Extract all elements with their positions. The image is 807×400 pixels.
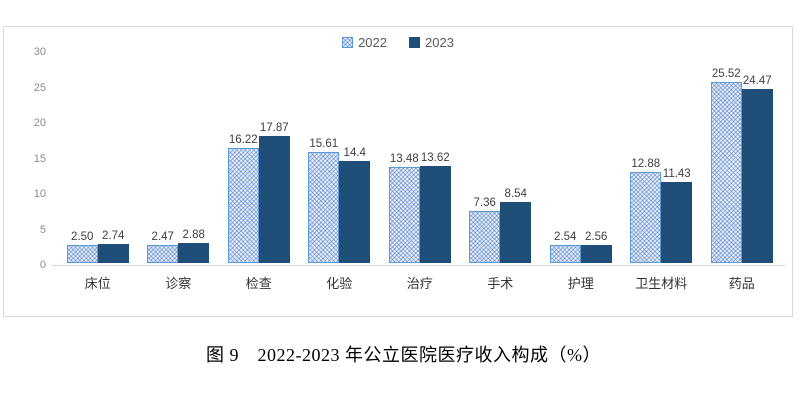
y-axis-tick-label: 20 bbox=[33, 117, 46, 129]
bar-2023-卫生材料 bbox=[661, 181, 693, 263]
y-axis-tick-label: 5 bbox=[39, 223, 46, 236]
x-axis-line bbox=[52, 265, 785, 266]
bar-value-label-2023-床位: 2.74 bbox=[102, 229, 125, 242]
chart-legend: 2022 2023 bbox=[4, 35, 792, 50]
y-axis-tick-label: 25 bbox=[33, 81, 46, 94]
bar-value-label-2023-卫生材料: 11.43 bbox=[662, 167, 691, 180]
x-axis-category-label: 诊察 bbox=[165, 276, 192, 291]
bar-2022-治疗 bbox=[388, 167, 420, 263]
bar-2023-诊察 bbox=[178, 242, 210, 263]
legend-swatch-2023 bbox=[409, 37, 420, 48]
y-axis-tick-label: 0 bbox=[39, 259, 46, 271]
bar-2022-手术 bbox=[469, 210, 501, 263]
bar-2023-检查 bbox=[258, 136, 290, 263]
bar-2023-治疗 bbox=[419, 166, 451, 263]
bar-2023-手术 bbox=[500, 202, 532, 263]
x-axis-category-label: 化验 bbox=[326, 276, 353, 291]
bar-2023-化验 bbox=[339, 160, 371, 263]
legend-swatch-2022 bbox=[342, 37, 354, 48]
x-axis-category-label: 手术 bbox=[487, 276, 514, 291]
y-axis-tick-label: 30 bbox=[33, 46, 46, 58]
bar-2022-检查 bbox=[227, 147, 259, 263]
bar-value-label-2022-药品: 25.52 bbox=[711, 67, 741, 80]
bar-value-label-2022-化验: 15.61 bbox=[309, 138, 339, 151]
bar-2022-诊察 bbox=[147, 245, 179, 263]
bar-2022-床位 bbox=[66, 245, 98, 263]
bar-2022-卫生材料 bbox=[630, 171, 662, 263]
legend-item-2022: 2022 bbox=[342, 35, 387, 50]
bar-value-label-2022-检查: 16.22 bbox=[228, 133, 258, 146]
bar-value-label-2023-护理: 2.56 bbox=[585, 230, 608, 243]
bar-value-label-2023-治疗: 13.62 bbox=[420, 152, 450, 165]
bar-value-label-2022-治疗: 13.48 bbox=[389, 153, 419, 166]
legend-label-2023: 2023 bbox=[425, 35, 454, 50]
bar-2023-护理 bbox=[580, 244, 612, 263]
x-axis-category-label: 床位 bbox=[84, 276, 111, 291]
bar-value-label-2023-诊察: 2.88 bbox=[182, 228, 205, 241]
x-axis-category-label: 药品 bbox=[728, 276, 755, 291]
y-axis-tick-label: 10 bbox=[33, 188, 46, 200]
bar-value-label-2023-手术: 8.54 bbox=[504, 188, 527, 201]
bar-value-label-2022-诊察: 2.47 bbox=[151, 231, 174, 244]
y-axis-tick-label: 15 bbox=[33, 152, 46, 165]
bar-value-label-2022-床位: 2.50 bbox=[71, 231, 94, 244]
bar-2022-护理 bbox=[549, 244, 581, 263]
bar-value-label-2022-卫生材料: 12.88 bbox=[631, 157, 661, 170]
bar-value-label-2023-化验: 14.4 bbox=[343, 146, 366, 159]
x-axis-category-label: 卫生材料 bbox=[635, 276, 688, 291]
bar-value-label-2022-手术: 7.36 bbox=[473, 196, 496, 209]
bar-2022-药品 bbox=[710, 81, 742, 263]
bar-value-label-2022-护理: 2.54 bbox=[554, 230, 577, 243]
x-axis-category-label: 检查 bbox=[245, 276, 272, 291]
bar-2023-药品 bbox=[741, 89, 773, 263]
x-axis-category-label: 治疗 bbox=[406, 276, 433, 291]
chart-area: 2022 2023 0 5 10 15 20 25 30 2.50 2.74 床位 2.47 2.88… bbox=[3, 26, 793, 317]
bar-value-label-2023-检查: 17.87 bbox=[259, 122, 289, 135]
x-axis-category-label: 护理 bbox=[567, 276, 594, 291]
legend-label-2022: 2022 bbox=[358, 35, 387, 50]
legend-item-2023: 2023 bbox=[409, 35, 454, 50]
bar-2023-床位 bbox=[97, 243, 129, 263]
figure-caption: 图 9 2022-2023 年公立医院医疗收入构成（%） bbox=[206, 345, 601, 365]
plot-area: 0 5 10 15 20 25 30 2.50 2.74 床位 2.47 2.88 诊察 16.22 17.… bbox=[4, 27, 792, 316]
bar-value-label-2023-药品: 24.47 bbox=[742, 75, 772, 88]
bar-2022-化验 bbox=[308, 152, 340, 263]
